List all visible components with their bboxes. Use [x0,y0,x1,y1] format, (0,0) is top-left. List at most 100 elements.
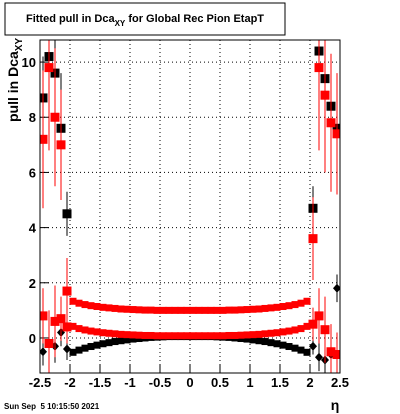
data-point [213,306,221,314]
data-point [285,343,293,351]
data-point [326,347,336,357]
data-point [189,332,197,340]
data-point [117,330,125,338]
data-point [153,332,161,340]
data-point [303,322,311,330]
data-point [171,332,179,340]
data-point [261,330,269,338]
x-tick-label: -1.5 [89,375,111,390]
data-point [40,93,48,103]
data-point [56,314,66,324]
data-point [50,316,60,326]
data-point [297,346,305,354]
y-label-main: pull in Dca [5,51,21,122]
data-point [273,329,281,337]
data-point [153,306,161,314]
data-point [291,344,299,352]
data-point [99,303,107,311]
data-point [291,326,299,334]
data-point [135,331,143,339]
data-point [75,325,83,333]
data-point [40,311,48,321]
data-point [147,331,155,339]
data-point [177,306,185,314]
data-point [62,286,72,296]
data-point [207,332,215,340]
data-point [123,331,131,339]
data-point [159,332,167,340]
chart-title: Fitted pull in DcaXY for Global Rec Pion… [26,13,264,28]
data-point [225,331,233,339]
x-tick-label: -1 [124,375,136,390]
data-point [207,306,215,314]
data-point [123,336,131,344]
data-point [273,303,281,311]
data-point [111,338,119,346]
y-tick-label: 8 [29,110,36,125]
data-point [237,331,245,339]
data-point [243,331,251,339]
x-tick-label: -2.5 [29,375,51,390]
data-point [141,331,149,339]
data-point [249,305,257,313]
data-point [81,301,89,309]
data-point [105,304,113,312]
data-point [129,306,137,314]
data-point [279,328,287,336]
y-tick-label: 6 [29,165,36,180]
x-axis-label: η [331,397,340,413]
data-point [243,306,251,314]
x-tick-label: 1.5 [271,375,289,390]
data-point [201,332,209,340]
data-point [75,346,83,354]
data-point [237,306,245,314]
data-point [189,306,197,314]
data-point [105,329,113,337]
data-point [93,341,101,349]
data-point [219,332,227,340]
data-point [201,306,209,314]
data-point [69,297,77,305]
data-point [315,352,323,362]
data-point [231,331,239,339]
data-point [40,134,48,144]
title-suffix: for Global Rec Pion EtapT [125,13,264,25]
data-point [75,299,83,307]
data-point [261,338,269,346]
data-point [81,326,89,334]
plot-frame [39,39,341,374]
y-tick-label: 10 [22,55,36,70]
data-point [177,332,185,340]
data-point [308,319,318,329]
x-tick-label: 2 [306,375,313,390]
data-point [243,335,251,343]
data-point [147,306,155,314]
data-point [81,344,89,352]
data-point [183,332,191,340]
data-point [63,344,71,354]
data-point [285,302,293,310]
data-point [87,302,95,310]
data-point [279,303,287,311]
data-point [111,304,119,312]
data-point [62,322,72,332]
data-point [231,306,239,314]
data-point [314,311,324,321]
data-point [267,329,275,337]
y-label-subscript: XY [14,38,25,52]
y-axis-label: pull in DcaXY [5,38,25,122]
data-point [249,331,257,339]
x-tick-label: -0.5 [149,375,171,390]
grid-layer: -2.5 -2 -1.5 -1 -0.5 0 0.5 1 1.5 2 2.5 0 2 4 6 8 10 [22,40,349,390]
data-point [261,304,269,312]
x-tick-label: 2.5 [331,375,349,390]
data-point [99,329,107,337]
x-tick-label: 0.5 [211,375,229,390]
data-point [297,299,305,307]
data-point [255,330,263,338]
title-box [4,2,286,36]
y-tick-label: 2 [29,276,36,291]
data-point [123,305,131,313]
y-tick-label: 4 [29,221,37,236]
